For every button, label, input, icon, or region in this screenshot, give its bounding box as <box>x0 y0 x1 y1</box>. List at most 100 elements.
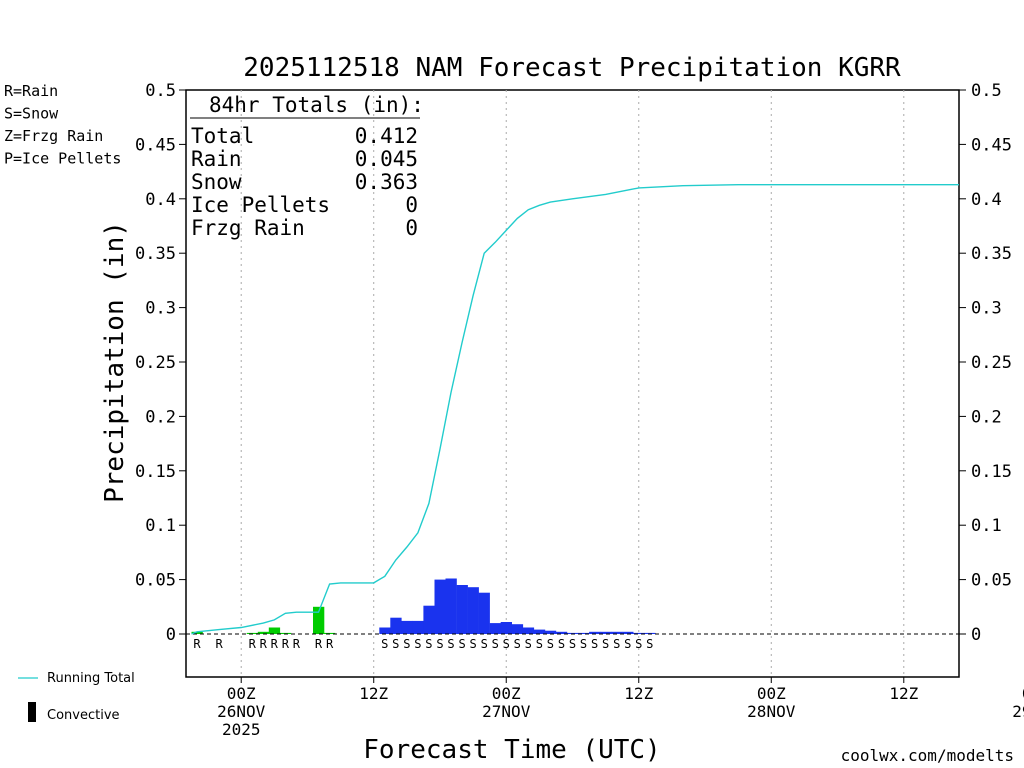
type-letter-20: S <box>503 637 510 651</box>
type-letter-5: R <box>282 637 290 651</box>
type-legend-item-1: S=Snow <box>4 105 59 123</box>
x-tick-label-4-2: 28NOV <box>747 702 796 721</box>
bar-12 <box>434 579 446 634</box>
type-letter-7: R <box>315 637 323 651</box>
totals-row-label-1: Rain <box>191 147 242 171</box>
type-letter-33: S <box>646 637 653 651</box>
y-tick-right-label-5: 0.25 <box>971 353 1012 373</box>
x-tick-label-6-1: 00Z <box>1022 684 1024 703</box>
bar-23 <box>555 631 568 634</box>
x-tick-label-0-3: 2025 <box>222 720 261 739</box>
type-letter-16: S <box>458 637 465 651</box>
y-tick-right-label-10: 0.5 <box>971 81 1002 101</box>
precip-bars <box>191 578 656 634</box>
x-tick-label-5-1: 12Z <box>889 684 918 703</box>
totals-row-value-4: 0 <box>405 216 418 240</box>
type-letter-24: S <box>547 637 554 651</box>
type-letter-4: R <box>271 637 279 651</box>
convective-legend-swatch <box>28 702 36 722</box>
y-tick-left-label-5: 0.25 <box>135 353 176 373</box>
type-letter-15: S <box>447 637 454 651</box>
bar-29 <box>622 631 634 634</box>
x-tick-label-2-2: 27NOV <box>482 702 531 721</box>
type-letter-3: R <box>260 637 268 651</box>
y-tick-left-label-10: 0.5 <box>145 81 176 101</box>
bar-25 <box>578 632 590 634</box>
y-tick-right-label-8: 0.4 <box>971 190 1002 210</box>
type-letter-23: S <box>536 637 543 651</box>
type-letter-29: S <box>602 637 609 651</box>
bar-5 <box>313 606 325 634</box>
totals-row-label-2: Snow <box>191 170 242 194</box>
bar-4 <box>279 632 292 634</box>
bar-8 <box>390 617 402 634</box>
bar-0 <box>191 631 203 634</box>
y-tick-right-label-4: 0.2 <box>971 407 1002 427</box>
y-tick-left-label-7: 0.35 <box>135 244 176 264</box>
y-tick-right-label-9: 0.45 <box>971 135 1012 155</box>
y-tick-right-label-0: 0 <box>971 625 981 645</box>
bar-9 <box>401 620 413 634</box>
type-letter-32: S <box>635 637 642 651</box>
totals-row-label-0: Total <box>191 124 254 148</box>
y-axis-label: Precipitation (in) <box>100 221 130 503</box>
type-letter-2: R <box>249 637 257 651</box>
bar-30 <box>633 632 645 634</box>
type-letter-14: S <box>436 637 443 651</box>
gridlines <box>240 90 905 677</box>
bar-2 <box>257 631 270 634</box>
totals-row-value-0: 0.412 <box>355 124 418 148</box>
type-letter-8: R <box>326 637 334 651</box>
bar-6 <box>324 632 336 634</box>
y-tick-left-label-2: 0.1 <box>145 516 176 536</box>
plot-frame <box>185 89 960 678</box>
bar-14 <box>456 585 468 634</box>
bar-27 <box>600 631 612 634</box>
bar-28 <box>611 631 623 634</box>
type-letter-19: S <box>492 637 499 651</box>
totals-box: 84hr Totals (in): Total 0.412 Rain 0.045 Sno… <box>190 93 424 240</box>
type-letter-12: S <box>414 637 421 651</box>
x-tick-label-2-1: 00Z <box>492 684 521 703</box>
y-tick-left-label-3: 0.15 <box>135 462 176 482</box>
y-tick-right-label-6: 0.3 <box>971 299 1002 319</box>
type-letter-25: S <box>558 637 565 651</box>
bar-31 <box>644 632 656 634</box>
type-legend-item-3: P=Ice Pellets <box>4 150 121 168</box>
type-letter-31: S <box>624 637 631 651</box>
bar-11 <box>423 605 435 634</box>
y-tick-left-label-1: 0.05 <box>135 571 176 591</box>
type-letter-1: R <box>215 637 223 651</box>
x-axis-label: Forecast Time (UTC) <box>363 735 660 765</box>
type-letter-27: S <box>580 637 587 651</box>
totals-row-value-1: 0.045 <box>355 147 418 171</box>
y-tick-right-label-7: 0.35 <box>971 244 1012 264</box>
bar-20 <box>522 627 535 634</box>
type-letter-26: S <box>569 637 576 651</box>
bar-22 <box>544 630 557 634</box>
y-tick-left-label-0: 0 <box>166 625 176 645</box>
type-letter-28: S <box>591 637 598 651</box>
series-legend: Running Total Convective <box>18 671 135 723</box>
convective-legend-label: Convective <box>47 708 120 723</box>
type-legend-item-2: Z=Frzg Rain <box>4 127 103 145</box>
type-legend-item-0: R=Rain <box>4 82 58 100</box>
bar-24 <box>567 632 579 634</box>
totals-header: 84hr Totals (in): <box>209 93 424 117</box>
x-tick-label-0-1: 00Z <box>227 684 256 703</box>
y-axis-left-ticks: 0 0.05 0.1 0.15 0.2 0.25 0.3 0.35 0.4 0.45 0.5 <box>135 81 186 645</box>
bar-18 <box>500 622 512 634</box>
type-letter-18: S <box>481 637 488 651</box>
type-letter-30: S <box>613 637 620 651</box>
type-letter-11: S <box>403 637 410 651</box>
type-letter-22: S <box>525 637 532 651</box>
type-letter-0: R <box>193 637 201 651</box>
credit-text: coolwx.com/modelts <box>841 746 1014 765</box>
y-tick-right-label-1: 0.05 <box>971 571 1012 591</box>
type-letter-17: S <box>469 637 476 651</box>
bar-3 <box>268 627 281 634</box>
totals-row-label-3: Ice Pellets <box>191 193 330 217</box>
y-tick-left-label-8: 0.4 <box>145 190 176 210</box>
bar-16 <box>478 592 490 634</box>
